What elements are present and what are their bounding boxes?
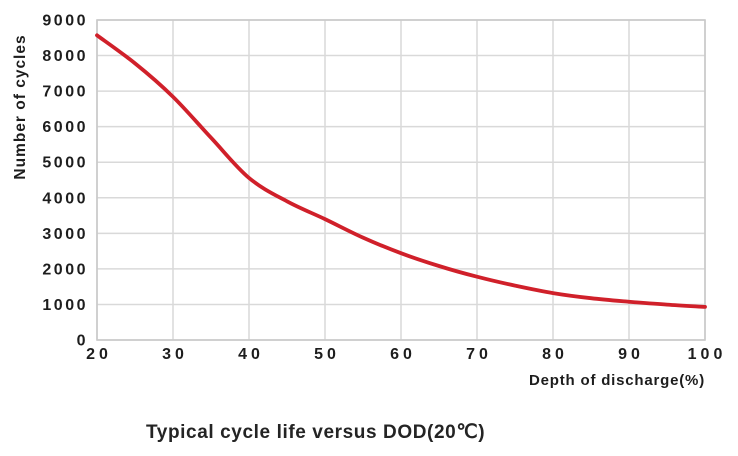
- x-tick-label: 60: [390, 346, 416, 363]
- x-tick-label: 40: [238, 346, 264, 363]
- chart-canvas: 0 1000 2000 3000 4000 5000 6000 7000 8000 9000 20 3…: [42, 13, 727, 364]
- y-tick-label: 8000: [42, 48, 88, 65]
- y-axis-title: Number of cycles: [12, 34, 29, 180]
- x-axis-title: Depth of discharge(%): [529, 372, 705, 389]
- x-tick-label: 20: [86, 346, 112, 363]
- y-tick-label: 5000: [42, 155, 88, 172]
- x-tick-label: 80: [542, 346, 568, 363]
- y-tick-label: 6000: [42, 119, 88, 136]
- x-tick-label: 70: [466, 346, 492, 363]
- y-tick-label: 4000: [42, 190, 88, 207]
- plot-border: [96, 19, 706, 341]
- chart-title: Typical cycle life versus DOD(20℃): [146, 422, 486, 443]
- y-tick-label: 3000: [42, 226, 88, 243]
- y-tick-label: 2000: [42, 261, 88, 278]
- x-tick-label: 50: [314, 346, 340, 363]
- y-tick-label: 0: [77, 333, 88, 350]
- y-tick-label: 9000: [42, 13, 88, 30]
- cycle-life-curve: [95, 33, 707, 309]
- x-tick-label: 100: [688, 346, 727, 363]
- x-tick-label: 90: [618, 346, 644, 363]
- y-tick-label: 7000: [42, 84, 88, 101]
- x-tick-label: 30: [162, 346, 188, 363]
- y-tick-label: 1000: [42, 297, 88, 314]
